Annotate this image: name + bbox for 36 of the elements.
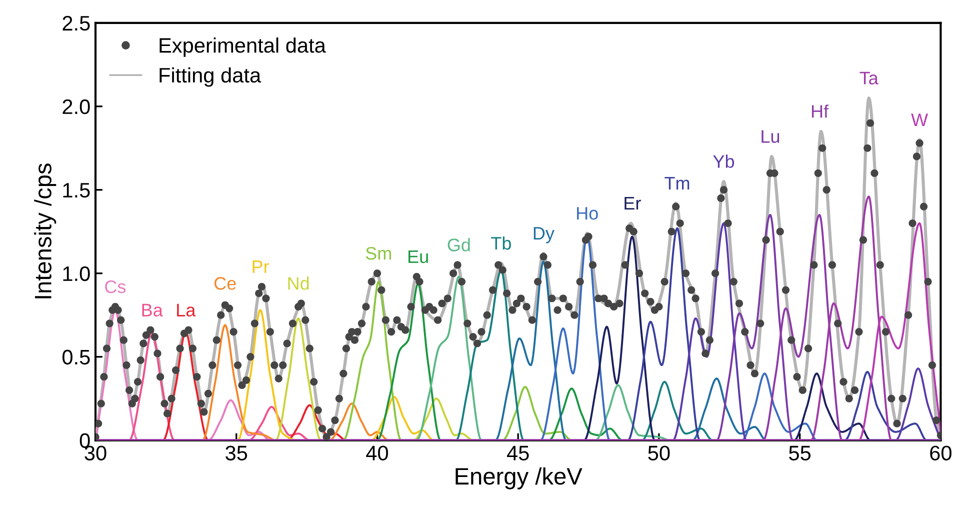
text: Lu (762, 130, 780, 143)
y-axis-title: Intensity /cps (34, 164, 56, 298)
x-tick-label: 35 (226, 446, 248, 460)
x-tick-label: 45 (506, 446, 529, 460)
series-label: La (177, 304, 196, 317)
x-tick-label: 60 (930, 446, 952, 460)
x-tick-label: 40 (366, 446, 388, 460)
y-tick-label: 0 (80, 433, 90, 448)
text: Hf (812, 104, 829, 118)
x-axis-title: Energy /keV (456, 467, 582, 490)
y-tick-label: 2.0 (62, 99, 90, 114)
x-tick-label: 50 (648, 446, 670, 460)
series-label: Ho (577, 207, 598, 220)
series-label: Eu (408, 250, 428, 264)
series-label: Cs (105, 280, 126, 294)
text: Ta (860, 72, 878, 84)
text: Tm (664, 177, 690, 190)
series-label: Dy (534, 227, 554, 244)
text: Pr (252, 260, 270, 273)
series-label: Tb (491, 236, 511, 250)
text: Yb (713, 154, 734, 168)
text: W (911, 114, 928, 126)
text: Ce (214, 277, 236, 290)
legend-label: Fitting data (160, 67, 262, 87)
series-label: Sm (366, 246, 391, 260)
x-tick-label: 55 (789, 446, 811, 460)
y-tick-label: 1.5 (63, 183, 90, 198)
series-label: Er (624, 197, 641, 210)
series-label: Nd (288, 276, 309, 290)
legend-label: Experimental data (160, 37, 326, 57)
y-tick-label: 1.0 (63, 266, 90, 282)
x-tick-label: 30 (84, 446, 106, 460)
series-label: Ba (142, 304, 163, 317)
y-tick-label: 2.5 (62, 16, 90, 31)
y-tick-label: 0.5 (62, 350, 90, 365)
series-label: Gd (448, 238, 470, 252)
